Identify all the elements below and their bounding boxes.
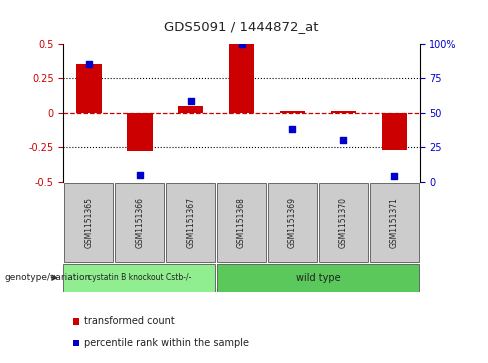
Text: percentile rank within the sample: percentile rank within the sample <box>84 338 249 348</box>
Text: cystatin B knockout Cstb-/-: cystatin B knockout Cstb-/- <box>88 273 191 282</box>
Point <box>288 126 296 132</box>
Text: GSM1151365: GSM1151365 <box>84 197 93 248</box>
Text: wild type: wild type <box>296 273 340 283</box>
Text: GSM1151371: GSM1151371 <box>390 197 399 248</box>
Bar <box>229 44 254 113</box>
Point <box>187 99 195 105</box>
Text: GSM1151367: GSM1151367 <box>186 197 195 248</box>
Text: GDS5091 / 1444872_at: GDS5091 / 1444872_at <box>164 20 319 33</box>
Bar <box>217 264 419 291</box>
Bar <box>115 183 164 261</box>
Text: genotype/variation: genotype/variation <box>5 273 91 282</box>
Text: GSM1151366: GSM1151366 <box>135 197 144 248</box>
Point <box>136 172 143 178</box>
Bar <box>268 183 317 261</box>
Bar <box>64 183 113 261</box>
Bar <box>76 64 102 113</box>
Text: GSM1151368: GSM1151368 <box>237 197 246 248</box>
Text: transformed count: transformed count <box>84 316 175 326</box>
Bar <box>280 111 305 113</box>
Point <box>340 137 347 143</box>
Text: GSM1151369: GSM1151369 <box>288 197 297 248</box>
Point <box>238 41 245 46</box>
Bar <box>319 183 368 261</box>
Bar <box>166 183 215 261</box>
Bar <box>127 113 152 151</box>
Point <box>390 173 398 179</box>
Text: GSM1151370: GSM1151370 <box>339 197 348 248</box>
Bar <box>382 113 407 150</box>
Bar <box>370 183 419 261</box>
Bar <box>63 264 215 291</box>
Bar <box>331 111 356 113</box>
Point <box>85 61 93 67</box>
Bar <box>178 106 203 113</box>
Bar <box>217 183 266 261</box>
